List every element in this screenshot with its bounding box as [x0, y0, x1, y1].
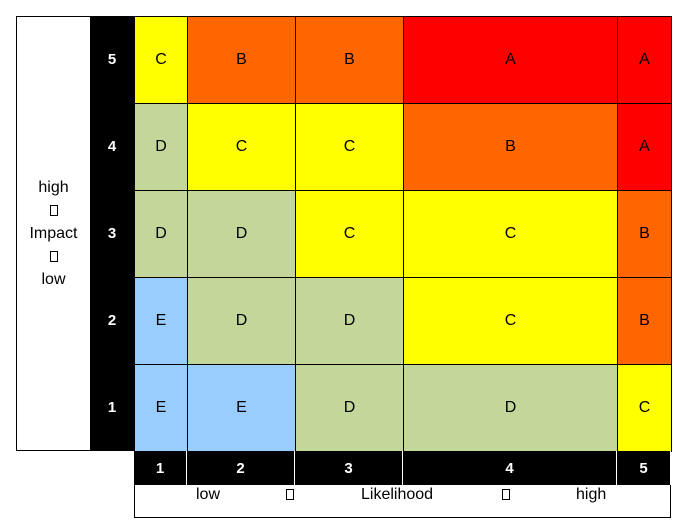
risk-cell-impact-1-likelihood-2: E [187, 364, 296, 452]
risk-cell-impact-5-likelihood-5: A [617, 16, 672, 104]
likelihood-level-4: 4 [403, 451, 617, 485]
risk-cell-impact-4-likelihood-1: D [134, 103, 188, 191]
risk-cell-impact-1-likelihood-1: E [134, 364, 188, 452]
risk-cell-impact-2-likelihood-4: C [403, 277, 618, 365]
likelihood-level-3: 3 [295, 451, 403, 485]
risk-cell-impact-5-likelihood-1: C [134, 16, 188, 104]
impact-high-label: high [38, 179, 69, 196]
likelihood-low-label: low [196, 486, 221, 503]
risk-cell-impact-5-likelihood-3: B [295, 16, 404, 104]
impact-arrow-icon-down [49, 245, 58, 268]
likelihood-level-2: 2 [187, 451, 295, 485]
risk-cell-impact-5-likelihood-4: A [403, 16, 618, 104]
risk-cell-impact-5-likelihood-2: B [187, 16, 296, 104]
risk-cell-impact-1-likelihood-3: D [295, 364, 404, 452]
impact-axis-label: high Impact low [16, 16, 91, 451]
impact-level-1: 1 [90, 364, 134, 451]
risk-cell-impact-2-likelihood-3: D [295, 277, 404, 365]
impact-level-2: 2 [90, 277, 134, 364]
risk-cell-impact-4-likelihood-3: C [295, 103, 404, 191]
risk-cell-impact-1-likelihood-4: D [403, 364, 618, 452]
impact-level-5: 5 [90, 16, 134, 103]
impact-arrow-icon-up [49, 199, 58, 222]
risk-cell-impact-3-likelihood-5: B [617, 190, 672, 278]
risk-cell-impact-3-likelihood-4: C [403, 190, 618, 278]
risk-cell-impact-3-likelihood-3: C [295, 190, 404, 278]
risk-cell-impact-2-likelihood-2: D [187, 277, 296, 365]
impact-low-label: low [41, 271, 66, 288]
impact-level-3: 3 [90, 190, 134, 277]
likelihood-label: Likelihood [361, 486, 434, 503]
likelihood-level-1: 1 [134, 451, 187, 485]
likelihood-axis-label: low Likelihood high [134, 485, 671, 518]
risk-cell-impact-4-likelihood-4: B [403, 103, 618, 191]
likelihood-high-label: high [576, 486, 607, 503]
risk-cell-impact-2-likelihood-1: E [134, 277, 188, 365]
risk-cell-impact-3-likelihood-2: D [187, 190, 296, 278]
risk-cell-impact-4-likelihood-2: C [187, 103, 296, 191]
likelihood-level-5: 5 [617, 451, 671, 485]
impact-level-4: 4 [90, 103, 134, 190]
risk-cell-impact-2-likelihood-5: B [617, 277, 672, 365]
risk-cell-impact-4-likelihood-5: A [617, 103, 672, 191]
risk-cell-impact-3-likelihood-1: D [134, 190, 188, 278]
risk-cell-impact-1-likelihood-5: C [617, 364, 672, 452]
impact-label: Impact [29, 225, 78, 242]
